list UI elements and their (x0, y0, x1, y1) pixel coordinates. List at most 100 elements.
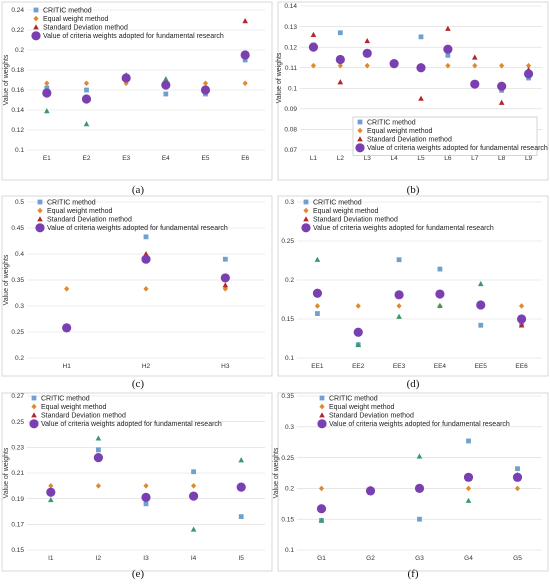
x-tick-label: L2 (337, 155, 345, 162)
legend: CRITIC method Equal weight method Standard… (317, 395, 510, 429)
legend: CRITIC method Equal weight method Standard… (35, 199, 228, 233)
legend: CRITIC method Equal weight method Standard… (29, 395, 222, 429)
panel-frame (1, 392, 273, 572)
y-tick-label: 0.1 (288, 85, 297, 92)
adopted-weight-point (516, 314, 527, 324)
x-tick-label: EE1 (311, 363, 324, 370)
equal-weight-point (525, 62, 532, 69)
adopted-weight-point (141, 254, 151, 264)
std-dev-point (242, 18, 248, 24)
x-tick-label: E3 (122, 155, 130, 162)
legend-marker (303, 216, 309, 222)
adopted-weight-point (512, 472, 523, 482)
critic-point (417, 516, 422, 522)
adopted-weight-point (476, 300, 486, 310)
adopted-weight-point (220, 273, 230, 283)
legend-entry: Standard Deviation method (367, 137, 452, 144)
y-tick-label: 0.12 (284, 44, 297, 51)
equal-weight-point (83, 80, 90, 87)
adopted-weight-point (416, 63, 426, 73)
legend-entry: Standard Deviation method (313, 217, 398, 224)
equal-weight-point (337, 62, 343, 69)
critic-point (143, 501, 149, 507)
legend-entry: Equal weight method (367, 128, 432, 135)
std-dev-point (498, 99, 505, 105)
x-tick-label: E1 (43, 155, 51, 162)
y-tick-label: 0.22 (11, 27, 24, 34)
panel-frame (277, 195, 549, 377)
y-tick-label: 0.14 (11, 107, 24, 114)
std-dev-point (337, 79, 344, 85)
legend: CRITIC method Equal weight method Standard… (31, 7, 224, 41)
legend-entry: Value of criteria weights adopted for fu… (41, 421, 222, 428)
legend-marker (33, 7, 39, 13)
chart-panel-4: 0.1 0.15 0.2 0.25 0.3 EE1 EE2 EE3 EE4 EE5 EE6 CRITI… (277, 195, 549, 390)
adopted-weight-point (353, 327, 363, 337)
y-tick-label: 0.35 (281, 393, 294, 400)
equal-weight-point (44, 80, 50, 87)
x-tick-label: EE5 (475, 363, 488, 370)
std-dev-point (477, 280, 484, 287)
legend-marker (303, 199, 309, 205)
equal-weight-point (514, 485, 521, 492)
legend-entry: Standard Deviation method (329, 413, 414, 420)
adopted-weight-point (189, 491, 199, 501)
legend-marker (317, 419, 327, 429)
chart-panel-5: 0.15 0.17 0.19 0.21 0.23 0.25 0.27 I1 I2 I3 I4 I5 Va… (1, 392, 273, 580)
critic-point (418, 34, 424, 40)
y-tick-label: 0.23 (11, 445, 24, 452)
std-dev-point (416, 453, 423, 459)
std-dev-point (471, 54, 478, 60)
chart-panel-3: 0.2 0.25 0.3 0.35 0.4 0.45 0.5 H1 H2 H3 Value of w… (1, 195, 273, 390)
equal-weight-point (242, 80, 248, 87)
legend-marker (37, 199, 43, 205)
panel-label: (b) (407, 184, 420, 196)
legend-entry: CRITIC method (43, 7, 92, 14)
panel-label: (d) (407, 378, 420, 390)
std-dev-point (445, 25, 451, 31)
equal-weight-point (64, 286, 70, 292)
y-tick-label: 0.2 (285, 486, 294, 493)
equal-weight-point (48, 483, 54, 489)
legend-entry: CRITIC method (313, 199, 362, 206)
equal-weight-point (364, 62, 370, 69)
x-tick-label: G3 (415, 555, 424, 562)
y-axis-label: Value of weights (3, 54, 10, 105)
legend-box (352, 116, 538, 156)
x-tick-label: E2 (83, 155, 91, 162)
legend-marker (319, 403, 325, 410)
legend-marker (31, 403, 37, 410)
adopted-weight-point (497, 81, 507, 91)
y-tick-label: 0.3 (285, 199, 294, 206)
legend-marker (357, 136, 363, 142)
adopted-weight-point (121, 73, 131, 83)
x-tick-label: L1 (310, 155, 318, 162)
critic-point (437, 266, 443, 272)
std-dev-point (355, 341, 362, 347)
equal-weight-point (445, 62, 451, 69)
y-axis-label: Value of weights (3, 447, 10, 498)
legend-marker (301, 223, 311, 233)
panel-label: (c) (132, 378, 145, 390)
adopted-weight-point (81, 94, 92, 104)
adopted-weight-point (308, 42, 319, 52)
adopted-weight-point (200, 85, 211, 95)
std-dev-point (465, 497, 472, 503)
x-tick-label: E4 (162, 155, 170, 162)
legend-marker (37, 216, 43, 222)
y-axis-label: Value of weights (273, 447, 280, 498)
x-tick-label: L7 (471, 155, 479, 162)
legend-marker (33, 15, 39, 22)
legend-entry: Equal weight method (313, 208, 378, 215)
legend-entry: Value of criteria weights adopted for fu… (367, 145, 548, 152)
y-tick-label: 0.12 (11, 127, 24, 134)
legend-marker (303, 207, 309, 214)
legend-entry: Value of criteria weights adopted for fu… (43, 33, 224, 40)
y-tick-label: 0.18 (11, 67, 24, 74)
legend: CRITIC method Equal weight method Standard… (352, 116, 548, 156)
x-tick-label: L3 (364, 155, 372, 162)
x-tick-label: E6 (241, 155, 249, 162)
y-tick-label: 0.1 (285, 547, 294, 554)
y-tick-label: 0.21 (11, 470, 24, 477)
